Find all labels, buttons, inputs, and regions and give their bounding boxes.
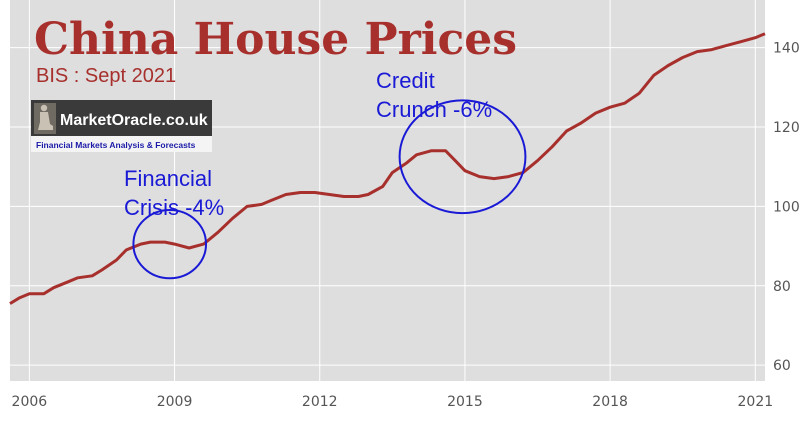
plot-background	[10, 0, 765, 381]
logo-name: MarketOracle.co.uk	[60, 112, 208, 129]
marketoracle-logo: MarketOracle.co.uk Financial Markets Ana…	[31, 100, 212, 152]
chart-title: China House Prices	[34, 14, 517, 65]
y-tick-label-60: 60	[773, 358, 791, 374]
y-axis-ticks: 60 80 100 120 140	[773, 41, 800, 375]
financial-crisis-circle	[132, 208, 208, 280]
credit-crunch-label-line1: Credit	[376, 68, 435, 93]
house-price-line	[9, 32, 766, 305]
x-tick-label-2006: 2006	[12, 394, 48, 410]
annotations: Financial Crisis -4% Credit Crunch -6%	[124, 68, 527, 280]
x-tick-label-2012: 2012	[302, 394, 338, 410]
x-tick-label-2015: 2015	[447, 394, 483, 410]
grid-lines	[10, 0, 765, 381]
credit-crunch-circle	[398, 99, 527, 215]
x-axis-ticks: 2006 2009 2012 2015 2018 2021	[12, 394, 774, 410]
y-tick-label-100: 100	[773, 199, 800, 215]
chart-subtitle: BIS : Sept 2021	[36, 65, 176, 87]
x-tick-label-2021: 2021	[738, 394, 774, 410]
y-tick-label-140: 140	[773, 41, 800, 57]
thinker-statue-icon	[34, 103, 56, 134]
x-tick-label-2009: 2009	[157, 394, 193, 410]
y-tick-label-120: 120	[773, 120, 800, 136]
financial-crisis-label-line2: Crisis -4%	[124, 195, 224, 220]
financial-crisis-label-line1: Financial	[124, 166, 212, 191]
credit-crunch-label-line2: Crunch -6%	[376, 97, 492, 122]
y-tick-label-80: 80	[773, 279, 791, 295]
logo-tagline: Financial Markets Analysis & Forecasts	[36, 140, 196, 150]
x-tick-label-2018: 2018	[592, 394, 628, 410]
